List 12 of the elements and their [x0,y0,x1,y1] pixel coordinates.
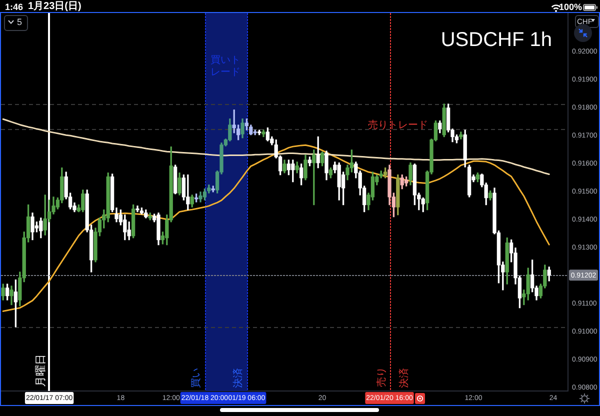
band-label: 買いトレード [210,54,241,78]
annotation: 決済 [233,368,245,388]
annotation: 売りトレード [368,120,428,132]
text: USDCHF 1h [440,29,552,51]
annotation: 5 [17,16,22,28]
text: 1:46 [5,1,24,13]
ref-line-label: 月曜日 [34,354,47,387]
annotation: 買い [191,368,203,388]
annotation: 決済 [399,368,411,388]
text: 100% [558,1,582,13]
ref-line-label: 売り [375,367,388,387]
text: 1月23日(日) [28,1,82,13]
